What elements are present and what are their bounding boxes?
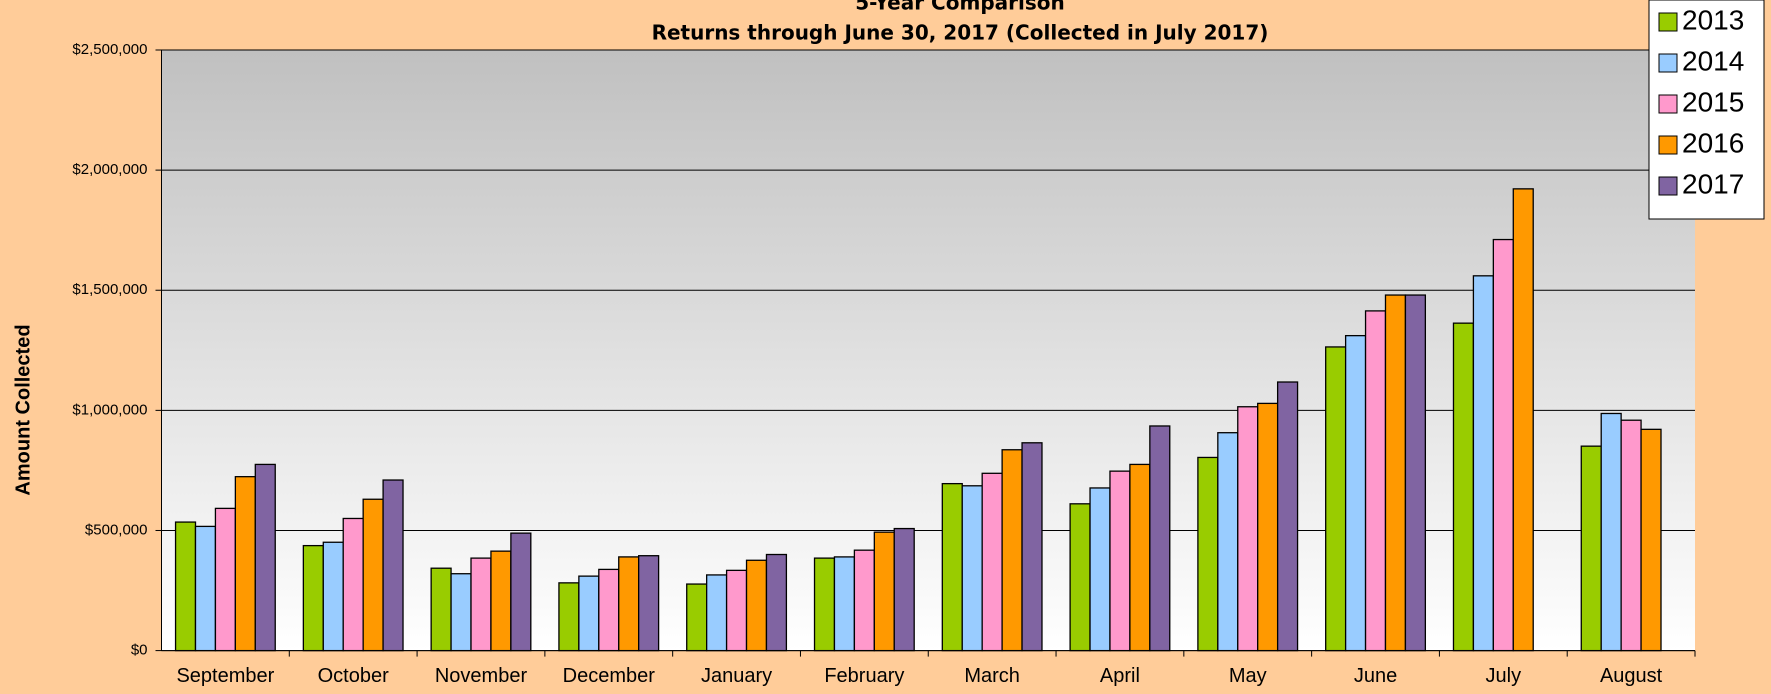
bar xyxy=(558,582,580,652)
bar xyxy=(981,472,1003,652)
x-tick-label: August xyxy=(1600,665,1663,687)
chart-title: 5-Year Comparison xyxy=(855,0,1064,15)
bar xyxy=(174,521,197,652)
bar xyxy=(1580,445,1602,652)
x-tick-label: October xyxy=(318,665,389,687)
bar xyxy=(578,575,600,652)
bar xyxy=(1069,503,1091,652)
x-tick-label: September xyxy=(176,665,274,687)
bar xyxy=(1257,402,1279,652)
bar xyxy=(1149,425,1171,652)
bar xyxy=(1600,412,1622,652)
x-tick-label: March xyxy=(964,665,1020,687)
bar xyxy=(1089,487,1111,652)
bar xyxy=(1404,294,1427,652)
bar xyxy=(1021,442,1043,652)
bar xyxy=(430,567,452,652)
x-tick-label: June xyxy=(1354,665,1397,687)
bar xyxy=(194,525,217,652)
bar xyxy=(1197,456,1219,652)
plot-area xyxy=(161,50,1695,651)
bar xyxy=(1109,470,1131,652)
bar xyxy=(813,557,836,652)
x-tick-label: May xyxy=(1229,665,1267,687)
bar xyxy=(941,482,963,652)
bar xyxy=(302,544,324,652)
x-tick-label: February xyxy=(824,665,904,687)
bar xyxy=(1384,294,1407,652)
bar xyxy=(686,583,708,652)
bar xyxy=(853,549,875,652)
bar xyxy=(234,476,256,652)
legend-label: 2015 xyxy=(1682,86,1744,117)
y-tick-label: $1,000,000 xyxy=(72,401,147,418)
bar xyxy=(214,507,237,652)
bar xyxy=(1620,419,1642,652)
bar xyxy=(342,517,364,652)
bar xyxy=(638,555,660,652)
bar xyxy=(1001,449,1023,652)
legend-label: 2013 xyxy=(1682,4,1744,35)
legend-label: 2014 xyxy=(1682,45,1744,76)
bar xyxy=(254,463,276,652)
legend-swatch xyxy=(1658,53,1678,73)
bar xyxy=(1129,463,1151,652)
legend-label: 2017 xyxy=(1682,168,1744,199)
legend-swatch xyxy=(1658,94,1678,114)
y-tick-label: $2,000,000 xyxy=(72,161,147,178)
bar xyxy=(745,559,768,652)
bar xyxy=(706,574,728,652)
bar xyxy=(1364,310,1387,652)
bar xyxy=(765,553,788,652)
bar xyxy=(1325,346,1347,652)
bar xyxy=(1276,381,1299,652)
bar xyxy=(510,532,532,652)
x-tick-label: April xyxy=(1100,665,1140,687)
bar xyxy=(450,573,472,652)
legend-swatch xyxy=(1658,12,1678,32)
bar xyxy=(873,531,895,652)
bar xyxy=(470,557,492,652)
y-tick-label: $2,500,000 xyxy=(72,41,147,58)
x-tick-label: January xyxy=(701,665,772,687)
bar xyxy=(322,541,344,652)
y-tick-label: $500,000 xyxy=(85,521,148,538)
bar xyxy=(362,498,384,652)
x-tick-label: December xyxy=(563,665,656,687)
y-tick-label: $1,500,000 xyxy=(72,281,147,298)
bar xyxy=(1512,188,1534,652)
bar xyxy=(1452,322,1475,652)
bar xyxy=(961,485,983,652)
bar xyxy=(1640,428,1662,652)
bar xyxy=(490,550,512,652)
bar xyxy=(598,568,620,652)
bar xyxy=(1217,432,1239,652)
x-tick-label: July xyxy=(1486,665,1522,687)
y-tick-label: $0 xyxy=(131,642,148,659)
bar xyxy=(725,569,748,652)
bar xyxy=(833,556,856,652)
legend-label: 2016 xyxy=(1682,127,1744,158)
bar xyxy=(382,479,404,652)
legend-swatch xyxy=(1658,135,1678,155)
bar xyxy=(893,527,915,652)
bar xyxy=(618,556,640,652)
bar xyxy=(1237,406,1259,652)
bar xyxy=(1492,238,1514,652)
y-axis-label: Amount Collected xyxy=(12,324,34,495)
chart-subtitle: Returns through June 30, 2017 (Collected… xyxy=(652,21,1269,45)
bar xyxy=(1472,275,1494,652)
bar xyxy=(1344,334,1367,652)
legend-swatch xyxy=(1658,176,1678,196)
x-tick-label: November xyxy=(435,665,528,687)
